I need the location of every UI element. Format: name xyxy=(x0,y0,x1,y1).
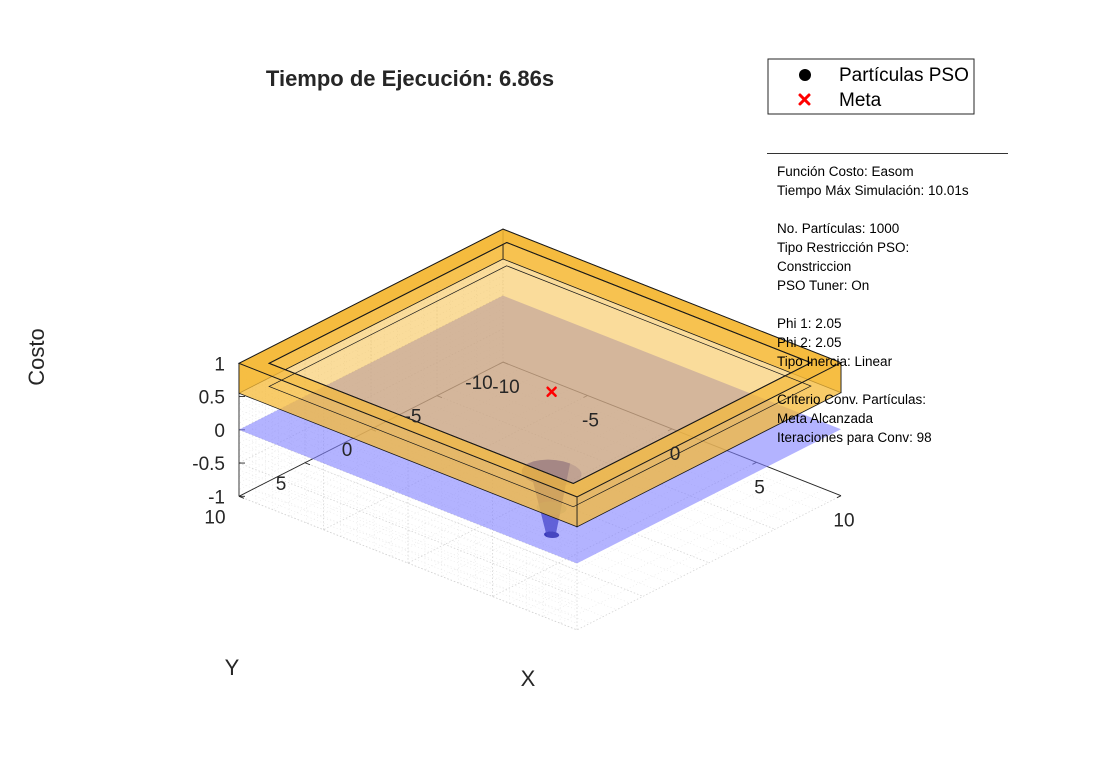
boundary-box xyxy=(237,228,843,528)
z-tick-label: 0 xyxy=(214,421,225,442)
grid-line xyxy=(509,468,774,604)
legend-particles-label: Partículas PSO xyxy=(839,65,969,86)
legend-goal-marker xyxy=(798,93,811,106)
info-line: PSO Tuner: On xyxy=(777,278,870,293)
z-tick-label: -0.5 xyxy=(192,454,225,475)
boundary-inner-edge xyxy=(267,241,813,485)
legend[interactable]: Partículas PSO Meta xyxy=(767,58,975,115)
grid-line xyxy=(238,462,578,598)
info-line: No. Partículas: 1000 xyxy=(777,221,900,236)
y-tick-label: -10 xyxy=(465,373,492,394)
tick-labels: -1 -0.5 0 0.5 1 -10 -5 0 5 10 -10 -5 0 5 10 xyxy=(192,354,854,531)
y-tick-mark xyxy=(304,462,311,466)
info-line: Tiempo Máx Simulación: 10.01s xyxy=(777,183,969,198)
y-tick-label: 0 xyxy=(342,440,353,461)
x-tick-label: 0 xyxy=(670,444,681,465)
z-tick-label: -1 xyxy=(208,487,225,508)
markers xyxy=(546,386,557,397)
legend-particles-marker xyxy=(799,69,811,81)
info-line: Tipo Inercia: Linear xyxy=(777,354,893,369)
x-tick-label: 5 xyxy=(754,477,765,498)
x-tick-label: -5 xyxy=(582,411,599,432)
grid-line xyxy=(543,482,808,617)
grid-line xyxy=(526,475,791,611)
grid-line xyxy=(304,462,644,597)
legend-box xyxy=(767,58,975,115)
legend-goal-label: Meta xyxy=(839,90,882,111)
boundary-inner-low-edge xyxy=(268,265,812,508)
y-tick-label: 10 xyxy=(204,507,225,528)
y-axis-label: Y xyxy=(225,655,240,680)
info-line xyxy=(767,295,1008,314)
chart-title: Tiempo de Ejecución: 6.86s xyxy=(266,66,554,91)
x-tick-label: -10 xyxy=(492,377,519,398)
info-line: Iteraciones para Conv: 98 xyxy=(777,430,932,445)
simulation-info-panel: Función Costo: Easom Tiempo Máx Simulaci… xyxy=(767,153,1008,447)
surface-funnel-bottom xyxy=(544,531,560,538)
y-tick-label: 5 xyxy=(276,474,287,495)
x-tick-label: 10 xyxy=(833,511,854,532)
info-line: Función Costo: Easom xyxy=(777,164,914,179)
z-axis-label: Costo xyxy=(24,328,49,385)
goal-marker-stroke xyxy=(546,386,557,397)
grid-line xyxy=(559,488,825,624)
grid-line xyxy=(576,495,842,631)
x-axis-label: X xyxy=(521,666,536,691)
y-tick-label: -5 xyxy=(405,407,422,428)
info-line: Criterio Conv. Partículas: xyxy=(777,392,927,407)
info-line: Meta Alcanzada xyxy=(777,411,874,426)
info-line: Phi 2: 2.05 xyxy=(777,335,842,350)
info-line xyxy=(767,371,1008,390)
z-tick-label: 1 xyxy=(214,354,225,375)
info-line xyxy=(767,200,1008,219)
grid-line xyxy=(238,495,578,631)
info-line: Constriccion xyxy=(777,259,852,274)
goal-marker xyxy=(546,386,557,397)
info-line: Tipo Restricción PSO: xyxy=(777,240,910,255)
x-tick-mark xyxy=(836,495,842,499)
info-line: Phi 1: 2.05 xyxy=(777,316,842,331)
y-tick-mark xyxy=(238,495,245,499)
z-tick-label: 0.5 xyxy=(199,388,225,409)
